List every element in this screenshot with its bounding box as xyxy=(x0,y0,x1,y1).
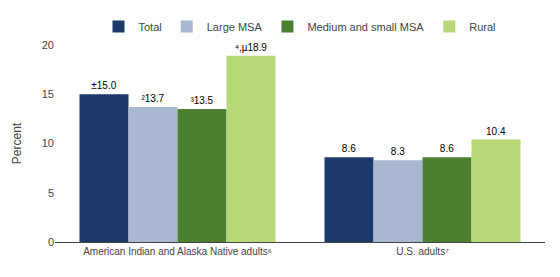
svg-text:8.3: 8.3 xyxy=(391,146,405,157)
svg-text:5: 5 xyxy=(48,187,54,199)
svg-text:Rural: Rural xyxy=(469,21,495,33)
svg-text:10.4: 10.4 xyxy=(486,126,506,137)
svg-text:Large MSA: Large MSA xyxy=(207,21,263,33)
svg-text:Medium and small MSA: Medium and small MSA xyxy=(307,21,424,33)
svg-text:10: 10 xyxy=(42,137,54,149)
svg-text:⁴,µ18.9: ⁴,µ18.9 xyxy=(235,42,268,53)
svg-text:³13.5: ³13.5 xyxy=(190,95,213,106)
svg-text:Percent: Percent xyxy=(10,122,24,164)
svg-text:American Indian and Alaska Nat: American Indian and Alaska Native adults… xyxy=(83,246,272,257)
svg-text:8.6: 8.6 xyxy=(440,143,454,154)
svg-text:²13.7: ²13.7 xyxy=(141,93,164,104)
svg-text:20: 20 xyxy=(42,39,54,51)
svg-text:±15.0: ±15.0 xyxy=(91,80,116,91)
svg-text:0: 0 xyxy=(48,236,54,248)
svg-text:U.S. adults⁷: U.S. adults⁷ xyxy=(396,246,449,257)
svg-text:15: 15 xyxy=(42,88,54,100)
svg-text:Total: Total xyxy=(139,21,162,33)
svg-text:8.6: 8.6 xyxy=(342,143,356,154)
